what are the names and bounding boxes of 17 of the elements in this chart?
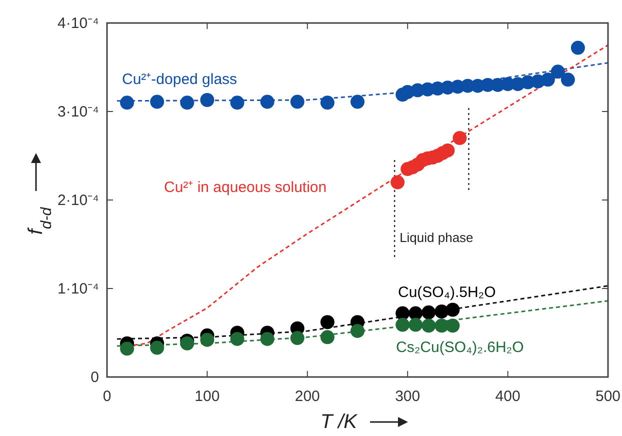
x-tick-label: 500 — [595, 388, 621, 405]
series-label: Cu(SO₄).5H₂O — [398, 284, 496, 301]
series-label: Cs₂Cu(SO₄)₂.6H₂O — [396, 339, 524, 356]
text: Cu²⁺ in aqueous solution — [164, 179, 327, 196]
y-tick-label: 3·10⁻⁴ — [58, 104, 99, 120]
ref-line-label: Liquid phase — [400, 230, 474, 245]
x-tick-label: 100 — [194, 388, 220, 405]
x-tick-label: 300 — [395, 388, 420, 405]
x-tick-label: 400 — [495, 388, 520, 405]
y-tick-label: 4·10⁻⁴ — [58, 15, 99, 32]
y-tick-label: 2·10⁻⁴ — [58, 192, 99, 209]
series-label: Cu²⁺-doped glass — [122, 71, 238, 88]
y-tick-label: 1·10⁻⁴ — [58, 280, 99, 298]
x-axis-title: T /K — [320, 411, 359, 433]
x-tick-label: 0 — [102, 388, 112, 405]
y-tick-label: 0 — [90, 369, 99, 386]
x-tick-label: 200 — [294, 388, 320, 405]
